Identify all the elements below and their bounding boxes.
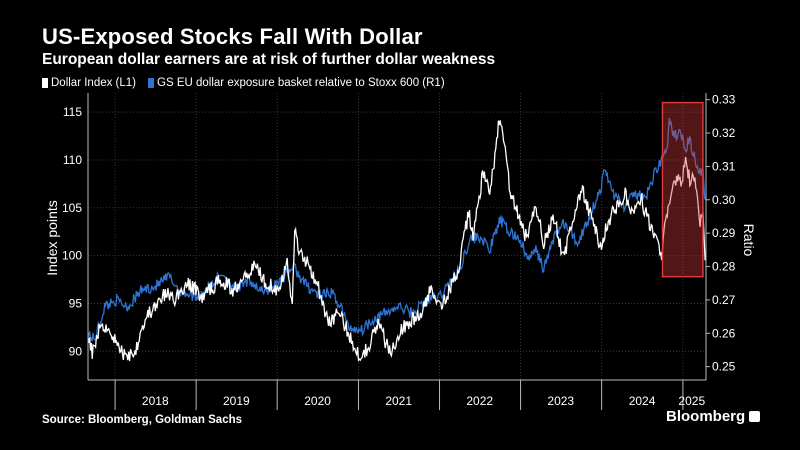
y-axis-label: Index points bbox=[44, 200, 60, 276]
y-tick-label: 95 bbox=[69, 296, 83, 310]
brand-square-icon bbox=[749, 411, 761, 422]
y2-tick-label: 0.30 bbox=[712, 193, 736, 207]
y2-tick-label: 0.33 bbox=[712, 93, 736, 107]
x-tick-label: 2019 bbox=[223, 394, 250, 408]
y-tick-label: 100 bbox=[62, 249, 82, 263]
legend-swatch-white bbox=[42, 78, 48, 88]
y2-tick-label: 0.27 bbox=[712, 293, 736, 307]
y2-tick-label: 0.29 bbox=[712, 226, 736, 240]
y2-tick-label: 0.26 bbox=[712, 326, 736, 340]
x-tick-label: 2020 bbox=[304, 394, 331, 408]
x-tick-label: 2022 bbox=[466, 394, 493, 408]
y2-tick-label: 0.28 bbox=[712, 260, 736, 274]
y-tick-label: 110 bbox=[63, 153, 82, 167]
x-tick-label: 2021 bbox=[385, 394, 412, 408]
legend-swatch-blue bbox=[148, 78, 155, 88]
x-tick-label: 2018 bbox=[142, 394, 169, 408]
y-tick-label: 115 bbox=[63, 105, 82, 119]
series-layer bbox=[87, 117, 706, 362]
y2-axis-label: Ratio bbox=[741, 224, 757, 257]
legend-item-gs-basket: GS EU dollar exposure basket relative to… bbox=[148, 77, 445, 89]
y2-tick-label: 0.25 bbox=[712, 360, 736, 374]
legend-label-gs-basket: GS EU dollar exposure basket relative to… bbox=[157, 77, 445, 89]
legend-label-dollar-index: Dollar Index (L1) bbox=[51, 77, 137, 89]
grid-lines bbox=[88, 93, 706, 380]
y2-tick-label: 0.32 bbox=[712, 126, 736, 140]
legend: Dollar Index (L1) GS EU dollar exposure … bbox=[42, 77, 445, 89]
chart-subtitle: European dollar earners are at risk of f… bbox=[42, 51, 496, 68]
brand-text: Bloomberg bbox=[666, 408, 746, 425]
x-tick-label: 2023 bbox=[547, 394, 574, 408]
x-tick-label: 2025 bbox=[678, 394, 705, 408]
y-tick-label: 105 bbox=[62, 201, 82, 215]
y-tick-label: 90 bbox=[69, 344, 83, 358]
series-line-gs-basket bbox=[87, 117, 706, 342]
right-y-ticks: 0.25 0.26 0.27 0.28 0.29 0.30 0.31 0.32 0.33 bbox=[706, 93, 736, 374]
x-ticks: 2018 2019 2020 2021 2022 2023 2024 2025 bbox=[114, 380, 705, 410]
left-y-ticks: 90 95 100 105 110 115 bbox=[62, 105, 82, 358]
source-note: Source: Bloomberg, Goldman Sachs bbox=[42, 414, 243, 426]
y2-tick-label: 0.31 bbox=[712, 159, 736, 173]
x-tick-label: 2024 bbox=[629, 394, 656, 408]
series-line-dollar-index bbox=[87, 120, 706, 362]
legend-item-dollar-index: Dollar Index (L1) bbox=[42, 77, 136, 89]
chart-title: US-Exposed Stocks Fall With Dollar bbox=[42, 24, 423, 49]
axes bbox=[87, 93, 707, 381]
bloomberg-logo: Bloomberg bbox=[666, 408, 761, 425]
highlight-box bbox=[661, 101, 704, 278]
